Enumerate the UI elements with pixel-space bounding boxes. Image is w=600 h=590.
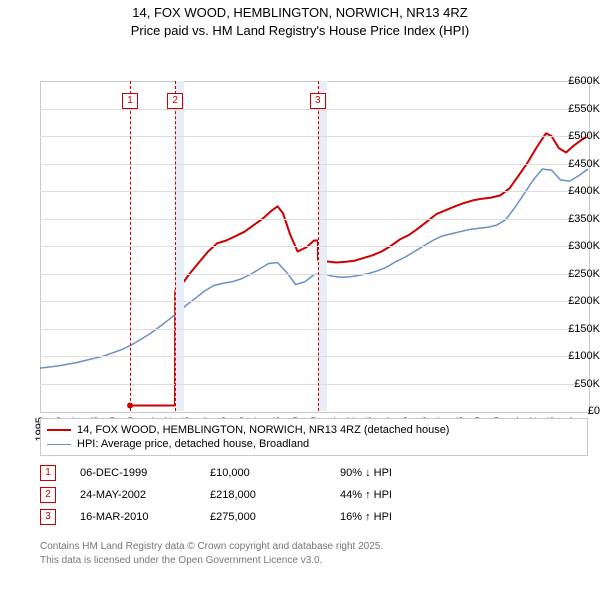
y-tick-label: £0 xyxy=(564,405,600,417)
y-tick-label: £250K xyxy=(564,268,600,280)
sales-date: 24-MAY-2002 xyxy=(56,489,210,501)
sales-table: 106-DEC-1999£10,00090% ↓ HPI224-MAY-2002… xyxy=(40,462,460,528)
sale-marker-box: 2 xyxy=(167,93,183,109)
legend-item: HPI: Average price, detached house, Broa… xyxy=(47,437,581,451)
y-gridline xyxy=(40,191,588,192)
y-tick-label: £100K xyxy=(564,350,600,362)
sales-row-marker: 3 xyxy=(40,509,56,525)
series-line xyxy=(130,133,588,405)
sales-row: 224-MAY-2002£218,00044% ↑ HPI xyxy=(40,484,460,506)
sales-price: £275,000 xyxy=(210,511,340,523)
y-gridline xyxy=(40,301,588,302)
y-gridline xyxy=(40,356,588,357)
title-line-1: 14, FOX WOOD, HEMBLINGTON, NORWICH, NR13… xyxy=(0,4,600,22)
y-tick-label: £350K xyxy=(564,213,600,225)
y-tick-label: £200K xyxy=(564,295,600,307)
legend-swatch xyxy=(47,444,71,445)
y-tick-label: £600K xyxy=(564,75,600,87)
y-gridline xyxy=(40,219,588,220)
y-gridline xyxy=(40,329,588,330)
sales-delta: 90% ↓ HPI xyxy=(340,467,460,479)
sales-delta: 44% ↑ HPI xyxy=(340,489,460,501)
y-gridline xyxy=(40,384,588,385)
y-tick-label: £300K xyxy=(564,240,600,252)
footer-line-2: This data is licensed under the Open Gov… xyxy=(40,554,383,568)
y-tick-label: £150K xyxy=(564,323,600,335)
sales-row: 316-MAR-2010£275,00016% ↑ HPI xyxy=(40,506,460,528)
y-tick-label: £450K xyxy=(564,158,600,170)
sales-date: 16-MAR-2010 xyxy=(56,511,210,523)
chart-title: 14, FOX WOOD, HEMBLINGTON, NORWICH, NR13… xyxy=(0,0,600,39)
legend-label: HPI: Average price, detached house, Broa… xyxy=(77,438,309,450)
footer-line-1: Contains HM Land Registry data © Crown c… xyxy=(40,540,383,554)
y-tick-label: £550K xyxy=(564,103,600,115)
sales-row: 106-DEC-1999£10,00090% ↓ HPI xyxy=(40,462,460,484)
sales-price: £218,000 xyxy=(210,489,340,501)
sale-marker-line xyxy=(318,81,319,411)
y-gridline xyxy=(40,136,588,137)
sale-marker-line xyxy=(130,81,131,411)
legend: 14, FOX WOOD, HEMBLINGTON, NORWICH, NR13… xyxy=(40,418,588,456)
legend-swatch xyxy=(47,429,71,431)
sales-price: £10,000 xyxy=(210,467,340,479)
y-tick-label: £400K xyxy=(564,185,600,197)
sales-date: 06-DEC-1999 xyxy=(56,467,210,479)
sales-delta: 16% ↑ HPI xyxy=(340,511,460,523)
sale-marker-line xyxy=(175,81,176,411)
y-tick-label: £500K xyxy=(564,130,600,142)
y-gridline xyxy=(40,246,588,247)
legend-item: 14, FOX WOOD, HEMBLINGTON, NORWICH, NR13… xyxy=(47,423,581,437)
legend-label: 14, FOX WOOD, HEMBLINGTON, NORWICH, NR13… xyxy=(77,424,449,436)
y-gridline xyxy=(40,274,588,275)
title-line-2: Price paid vs. HM Land Registry's House … xyxy=(0,22,600,40)
footer-attrib: Contains HM Land Registry data © Crown c… xyxy=(40,540,383,567)
series-line xyxy=(40,169,588,368)
sale-marker-box: 3 xyxy=(310,93,326,109)
sales-row-marker: 1 xyxy=(40,465,56,481)
sales-row-marker: 2 xyxy=(40,487,56,503)
sale-marker-box: 1 xyxy=(122,93,138,109)
y-gridline xyxy=(40,164,588,165)
y-tick-label: £50K xyxy=(564,378,600,390)
